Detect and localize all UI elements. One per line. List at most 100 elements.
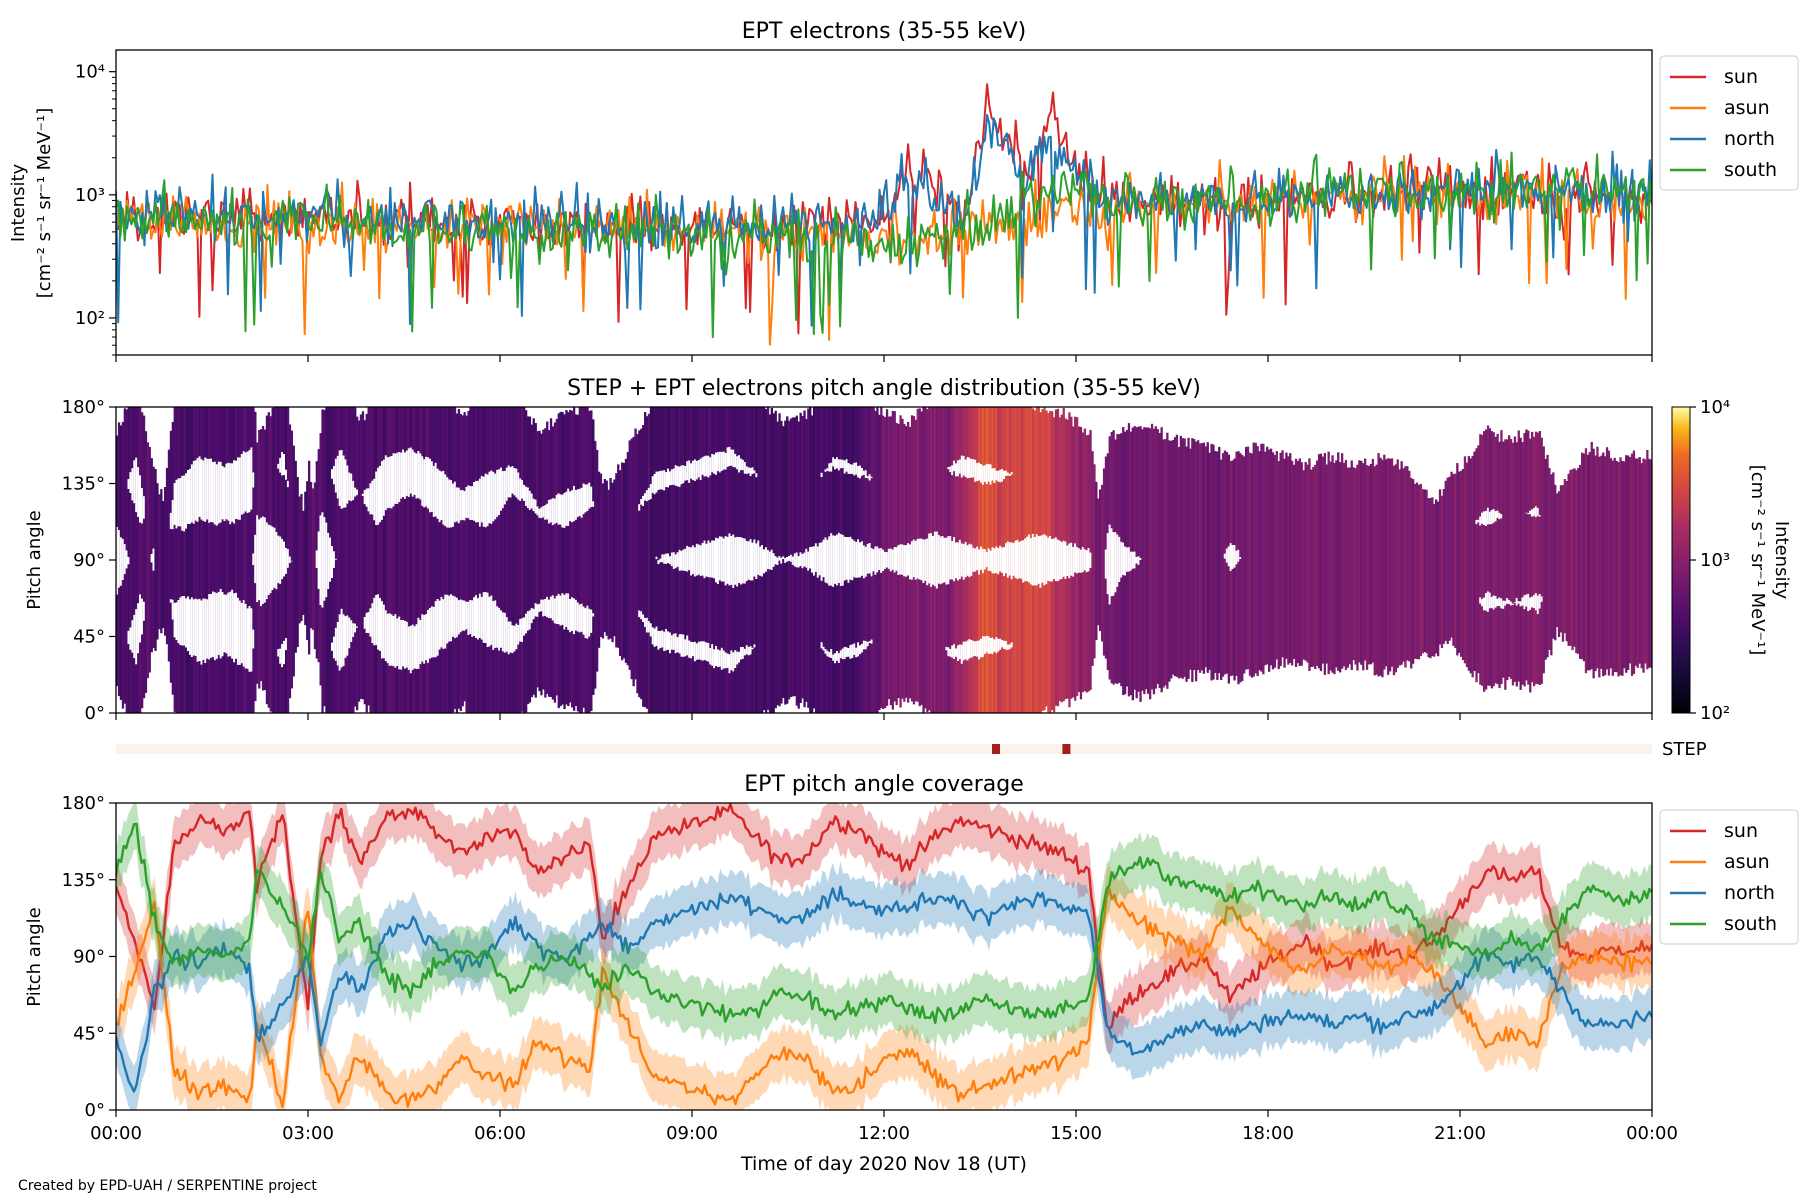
heatmap-gap <box>592 613 595 617</box>
heatmap-gap <box>1490 596 1493 608</box>
heatmap-gap <box>866 476 869 479</box>
heatmap-cell <box>1413 484 1417 659</box>
heatmap-cell <box>1202 442 1205 674</box>
heatmap-gap <box>720 647 724 670</box>
heatmap-gap <box>388 613 391 666</box>
heatmap-gap <box>717 649 720 668</box>
heatmap-cell <box>1266 446 1269 665</box>
heatmap-cell <box>492 407 495 713</box>
heatmap-gap <box>770 549 773 570</box>
heatmap-gap <box>192 599 196 656</box>
heatmap-gap <box>1120 541 1123 578</box>
heatmap-gap <box>659 558 662 563</box>
heatmap-cell <box>1605 447 1609 670</box>
heatmap-gap <box>891 549 894 570</box>
heatmap-gap <box>953 460 956 472</box>
heatmap-cell <box>338 407 341 713</box>
heatmap-gap <box>674 554 677 569</box>
heatmap-cell <box>1650 459 1652 668</box>
heatmap-cell <box>1227 454 1230 684</box>
heatmap-gap <box>244 603 247 669</box>
heatmap-gap <box>1083 549 1086 571</box>
heatmap-cell <box>1170 440 1173 679</box>
heatmap-cell <box>1346 467 1349 668</box>
heatmap-gap <box>743 538 747 584</box>
heatmap-gap <box>584 484 587 513</box>
heatmap-gap <box>740 458 743 471</box>
heatmap-gap <box>528 490 532 510</box>
heatmap-cell <box>154 469 157 651</box>
heatmap-cell <box>640 428 643 700</box>
heatmap-gap <box>319 515 322 605</box>
heatmap-gap <box>519 618 522 642</box>
heatmap-cell <box>375 407 378 713</box>
heatmap-gap <box>480 596 484 640</box>
heatmap-cell <box>1189 448 1192 670</box>
heatmap-cell <box>1302 470 1305 660</box>
heatmap-gap <box>187 470 190 524</box>
heatmap-cell <box>215 407 219 713</box>
heatmap-cell <box>1375 464 1378 675</box>
heatmap-cell <box>1442 489 1445 644</box>
heatmap-gap <box>365 612 368 633</box>
heatmap-cell <box>1427 498 1430 658</box>
heatmap-cell <box>584 407 587 713</box>
heatmap-cell <box>177 407 180 713</box>
heatmap-gap <box>229 591 232 657</box>
heatmap-cell <box>194 407 197 713</box>
heatmap-cell <box>1548 467 1551 650</box>
heatmap-gap <box>738 455 741 473</box>
heatmap-gap <box>736 536 739 587</box>
heatmap-gap <box>647 487 651 501</box>
heatmap-gap <box>1035 534 1038 586</box>
heatmap-gap <box>1058 540 1061 580</box>
heatmap-gap <box>964 541 967 578</box>
heatmap-cell <box>137 407 140 713</box>
heatmap-gap <box>824 469 827 472</box>
heatmap-gap <box>1533 594 1536 609</box>
heatmap-gap <box>820 542 823 581</box>
heatmap-gap <box>515 623 518 650</box>
heatmap-cell <box>1454 473 1457 648</box>
heatmap-gap <box>751 542 754 581</box>
heatmap-gap <box>1001 639 1004 648</box>
heatmap-gap <box>548 599 551 619</box>
heatmap-gap <box>482 592 485 643</box>
heatmap-gap <box>210 458 213 522</box>
heatmap-cell <box>402 407 405 713</box>
heatmap-gap <box>1089 552 1092 568</box>
heatmap-gap <box>826 650 829 657</box>
heatmap-cell <box>1617 462 1620 677</box>
heatmap-gap <box>870 476 873 478</box>
heatmap-gap <box>208 594 211 660</box>
heatmap-cell <box>429 407 432 713</box>
heatmap-cell <box>1435 499 1438 654</box>
heatmap-cell <box>356 416 359 711</box>
heatmap-gap <box>832 654 835 661</box>
heatmap-cell <box>1479 434 1482 685</box>
heatmap-gap <box>394 453 397 504</box>
heatmap-gap <box>534 499 537 514</box>
heatmap-gap <box>926 538 929 586</box>
heatmap-gap <box>1135 556 1138 564</box>
heatmap-cell <box>521 407 524 712</box>
heatmap-cell <box>1252 442 1255 677</box>
heatmap-gap <box>780 557 783 564</box>
heatmap-cell <box>1281 450 1284 658</box>
colorbar-tick-label: 10² <box>1700 703 1730 724</box>
heatmap-gap <box>1517 601 1520 604</box>
heatmap-cell <box>1609 458 1613 669</box>
heatmap-cell <box>1575 470 1578 654</box>
heatmap-cell <box>1210 443 1213 681</box>
heatmap-gap <box>1492 509 1495 523</box>
heatmap-gap <box>1016 539 1019 580</box>
heatmap-cell <box>344 407 347 713</box>
heatmap-gap <box>429 458 432 513</box>
heatmap-gap <box>198 598 201 661</box>
heatmap-gap <box>1486 591 1490 612</box>
heatmap-gap <box>213 592 217 661</box>
heatmap-cell <box>1358 460 1361 663</box>
heatmap-gap <box>1064 541 1067 579</box>
heatmap-gap <box>517 625 520 645</box>
heatmap-gap <box>722 538 725 582</box>
